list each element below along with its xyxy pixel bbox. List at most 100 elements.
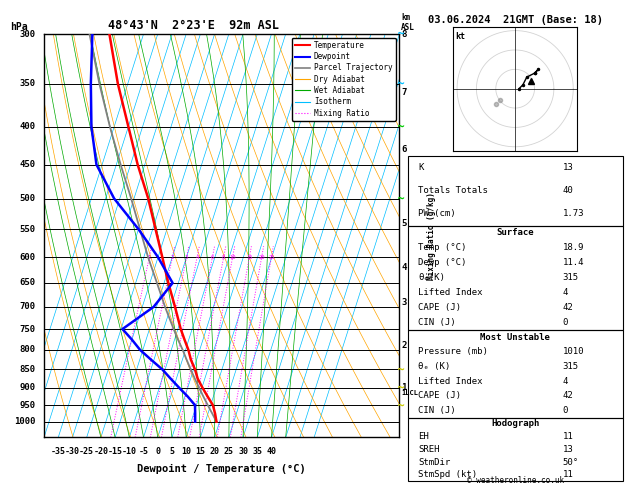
Text: Surface: Surface <box>496 228 534 238</box>
Text: 20: 20 <box>209 448 220 456</box>
Text: -10: -10 <box>122 448 137 456</box>
Text: θₑ (K): θₑ (K) <box>418 362 450 371</box>
Text: 1: 1 <box>148 255 151 260</box>
Text: Pressure (mb): Pressure (mb) <box>418 347 488 356</box>
Text: EH: EH <box>418 432 429 441</box>
Text: 13: 13 <box>562 445 573 454</box>
Text: 900: 900 <box>19 383 35 392</box>
Text: Dewp (°C): Dewp (°C) <box>418 258 467 267</box>
Text: 300: 300 <box>19 30 35 38</box>
Text: 315: 315 <box>562 362 579 371</box>
Text: © weatheronline.co.uk: © weatheronline.co.uk <box>467 475 564 485</box>
Text: 3: 3 <box>185 255 188 260</box>
Text: 4: 4 <box>401 263 406 272</box>
Text: 8: 8 <box>401 30 406 38</box>
Text: Lifted Index: Lifted Index <box>418 377 483 385</box>
Text: -15: -15 <box>108 448 123 456</box>
Text: ~: ~ <box>398 122 405 132</box>
Text: 700: 700 <box>19 302 35 312</box>
Text: 48°43'N  2°23'E  92m ASL: 48°43'N 2°23'E 92m ASL <box>108 19 279 32</box>
Text: 600: 600 <box>19 253 35 261</box>
Text: -20: -20 <box>93 448 108 456</box>
Text: Mixing Ratio (g/kg): Mixing Ratio (g/kg) <box>427 192 436 279</box>
Text: ~: ~ <box>398 29 405 39</box>
Text: 2: 2 <box>401 341 406 350</box>
Text: Lifted Index: Lifted Index <box>418 288 483 297</box>
Text: -25: -25 <box>79 448 94 456</box>
Text: 25: 25 <box>268 255 275 260</box>
Text: 50°: 50° <box>562 458 579 467</box>
Text: ~: ~ <box>398 383 405 393</box>
Text: 18.9: 18.9 <box>562 243 584 252</box>
Text: CIN (J): CIN (J) <box>418 406 456 415</box>
Text: 6: 6 <box>401 145 406 155</box>
Text: 5: 5 <box>169 448 174 456</box>
Text: 11: 11 <box>562 470 573 479</box>
Text: 25: 25 <box>224 448 234 456</box>
Text: 750: 750 <box>19 325 35 333</box>
Text: 2: 2 <box>170 255 174 260</box>
Text: 40: 40 <box>562 186 573 195</box>
Bar <box>408 226 623 330</box>
Text: Totals Totals: Totals Totals <box>418 186 488 195</box>
Text: 42: 42 <box>562 391 573 400</box>
Bar <box>408 156 623 226</box>
Text: 15: 15 <box>246 255 253 260</box>
Text: PW (cm): PW (cm) <box>418 209 456 218</box>
Bar <box>408 330 623 417</box>
Text: 3: 3 <box>401 298 406 307</box>
Text: 800: 800 <box>19 346 35 354</box>
Text: 550: 550 <box>19 225 35 234</box>
Text: 8: 8 <box>222 255 225 260</box>
Text: 0: 0 <box>562 318 568 327</box>
Text: CAPE (J): CAPE (J) <box>418 303 461 312</box>
Text: 0: 0 <box>155 448 160 456</box>
Text: Temp (°C): Temp (°C) <box>418 243 467 252</box>
Text: 15: 15 <box>196 448 206 456</box>
Text: StmSpd (kt): StmSpd (kt) <box>418 470 477 479</box>
Text: SREH: SREH <box>418 445 440 454</box>
Text: CAPE (J): CAPE (J) <box>418 391 461 400</box>
Text: 10: 10 <box>181 448 191 456</box>
Text: 4: 4 <box>562 377 568 385</box>
Text: 950: 950 <box>19 400 35 410</box>
Text: 1: 1 <box>401 383 406 392</box>
Text: ~: ~ <box>398 364 405 374</box>
Text: 450: 450 <box>19 160 35 169</box>
Text: 35: 35 <box>252 448 262 456</box>
Text: 0: 0 <box>562 406 568 415</box>
Text: K: K <box>418 163 424 172</box>
Text: kt: kt <box>455 32 465 41</box>
Text: 5: 5 <box>401 219 406 228</box>
Text: 500: 500 <box>19 194 35 203</box>
Text: 1010: 1010 <box>562 347 584 356</box>
Text: -30: -30 <box>65 448 80 456</box>
Text: 400: 400 <box>19 122 35 131</box>
Text: -35: -35 <box>51 448 66 456</box>
Text: 11: 11 <box>562 432 573 441</box>
Text: 850: 850 <box>19 365 35 374</box>
Text: 42: 42 <box>562 303 573 312</box>
Text: 4: 4 <box>562 288 568 297</box>
Text: 1.73: 1.73 <box>562 209 584 218</box>
Legend: Temperature, Dewpoint, Parcel Trajectory, Dry Adiabat, Wet Adiabat, Isotherm, Mi: Temperature, Dewpoint, Parcel Trajectory… <box>292 38 396 121</box>
Text: ~: ~ <box>398 79 405 88</box>
Text: hPa: hPa <box>11 22 28 32</box>
Text: 6: 6 <box>211 255 214 260</box>
Text: 11.4: 11.4 <box>562 258 584 267</box>
Text: 30: 30 <box>238 448 248 456</box>
Text: 40: 40 <box>267 448 277 456</box>
Text: 1LCL: 1LCL <box>401 390 418 396</box>
Text: 650: 650 <box>19 278 35 288</box>
Bar <box>408 417 623 481</box>
Text: Hodograph: Hodograph <box>491 419 539 429</box>
Text: 7: 7 <box>401 88 406 97</box>
Text: Most Unstable: Most Unstable <box>480 332 550 342</box>
Text: CIN (J): CIN (J) <box>418 318 456 327</box>
Text: 10: 10 <box>230 255 236 260</box>
Text: km
ASL: km ASL <box>401 13 415 32</box>
Text: Dewpoint / Temperature (°C): Dewpoint / Temperature (°C) <box>137 464 306 474</box>
Text: StmDir: StmDir <box>418 458 450 467</box>
Text: ~: ~ <box>398 193 405 204</box>
Text: θₑ(K): θₑ(K) <box>418 273 445 282</box>
